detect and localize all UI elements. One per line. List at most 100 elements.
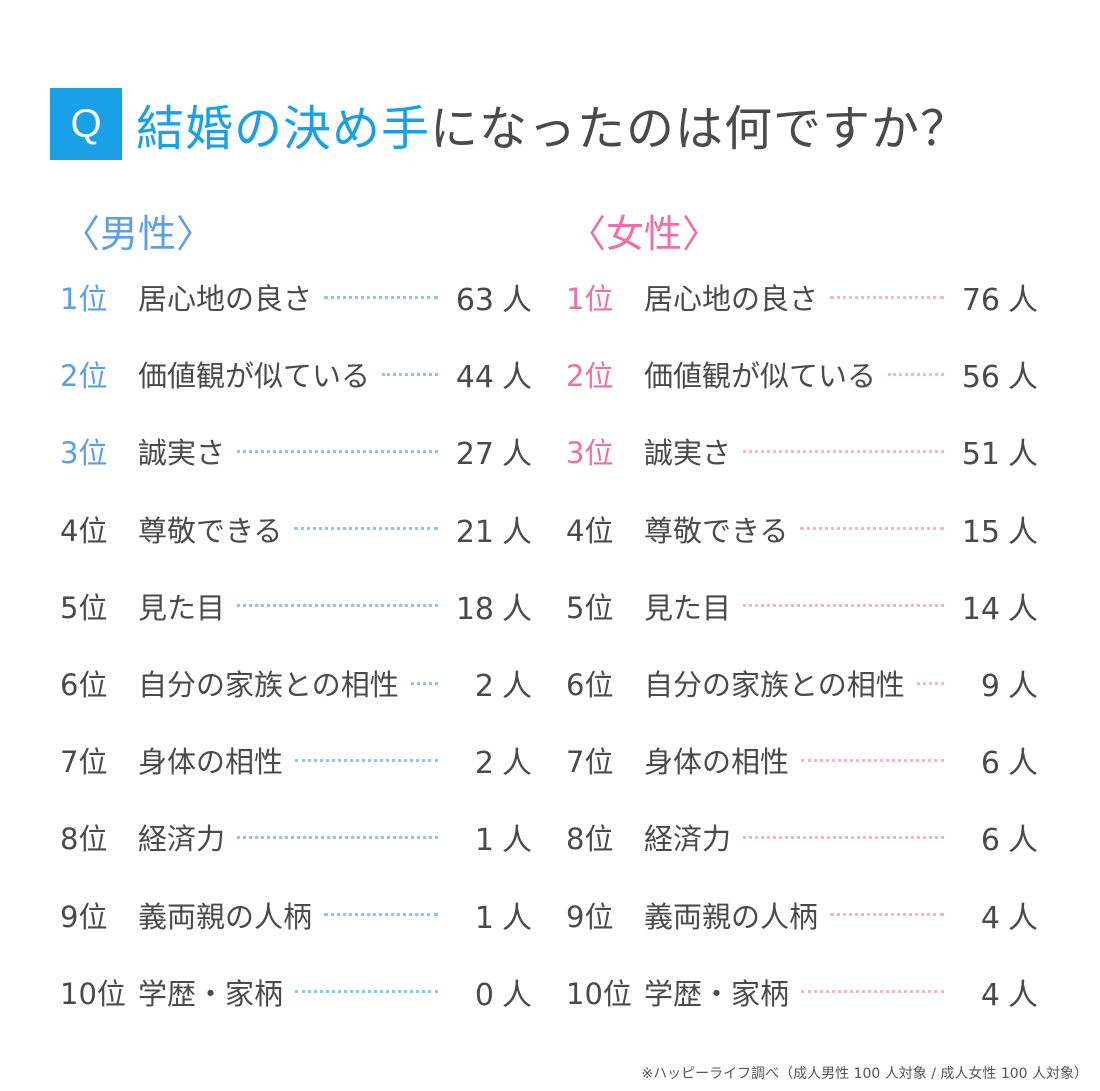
female-rank-value: 6 bbox=[980, 746, 1000, 782]
female-dotted-leader bbox=[830, 913, 944, 917]
female-rank-value: 56 bbox=[961, 360, 1000, 396]
female-rank-label: 義両親の人柄 bbox=[644, 899, 819, 934]
male-rank-count: 63 人 bbox=[450, 275, 532, 319]
male-rank-label: 尊敬できる bbox=[138, 513, 283, 548]
male-rank-value: 27 bbox=[455, 437, 494, 473]
female-rank-label: 居心地の良さ bbox=[644, 282, 819, 316]
female-rank-row: 8位 経済力 6 人 bbox=[566, 817, 1038, 859]
male-rank-unit: 人 bbox=[502, 591, 532, 627]
female-rank-label: 尊敬できる bbox=[644, 513, 789, 548]
male-rank-value: 44 bbox=[455, 360, 494, 396]
male-rank-row: 1位 居心地の良さ 63 人 bbox=[60, 275, 532, 319]
male-rank-label: 自分の家族との相性 bbox=[138, 668, 399, 702]
female-rank-unit: 人 bbox=[1008, 437, 1038, 473]
female-dotted-leader bbox=[916, 681, 944, 685]
female-ranking-title: 〈女性〉 bbox=[568, 212, 721, 256]
female-rank-unit: 人 bbox=[1008, 591, 1038, 627]
male-rank-row: 4位 尊敬できる 21 人 bbox=[60, 509, 532, 550]
survey-footnote: ※ハッピーライフ調べ（成人男性 100 人対象 / 成人女性 100 人対象） bbox=[641, 1066, 1088, 1082]
female-rank-label: 経済力 bbox=[644, 822, 732, 857]
female-rank-number: 4位 bbox=[566, 513, 614, 548]
male-rank-label: 誠実さ bbox=[138, 436, 226, 471]
male-dotted-leader bbox=[324, 913, 438, 917]
male-dotted-leader bbox=[237, 835, 438, 839]
question-title: Q 結婚の決め手になったのは何ですか？ bbox=[50, 86, 969, 162]
male-rank-count: 44 人 bbox=[450, 352, 532, 396]
female-rank-count: 51 人 bbox=[956, 429, 1038, 473]
male-dotted-leader bbox=[237, 604, 438, 608]
male-rank-unit: 人 bbox=[502, 514, 532, 550]
female-rank-number: 2位 bbox=[566, 359, 614, 394]
female-rank-unit: 人 bbox=[1008, 514, 1038, 550]
male-rank-label: 身体の相性 bbox=[138, 745, 284, 780]
male-rank-count: 27 人 bbox=[450, 429, 532, 473]
female-ranking: 〈女性〉 1位 居心地の良さ 76 人 2位 価値観が似ている 56 人 3位 誠実さ 51 人 4位尊… bbox=[566, 205, 1038, 1013]
question-rest: になったのは何ですか？ bbox=[430, 101, 970, 157]
female-rank-value: 9 bbox=[980, 669, 1000, 704]
male-rank-label: 見た目 bbox=[138, 590, 226, 625]
male-rank-label: 学歴・家柄 bbox=[138, 976, 284, 1011]
female-rank-value: 4 bbox=[980, 900, 1000, 936]
female-rank-row: 10位 学歴・家柄 4 人 bbox=[566, 972, 1038, 1013]
female-dotted-leader bbox=[743, 835, 944, 839]
female-rank-label: 価値観が似ている bbox=[644, 359, 877, 394]
male-rank-number: 6位 bbox=[60, 668, 108, 702]
question-badge: Q bbox=[50, 88, 122, 160]
female-rank-number: 1位 bbox=[566, 282, 614, 316]
female-rank-unit: 人 bbox=[1008, 746, 1038, 782]
male-ranking: 〈男性〉 1位 居心地の良さ 63 人 2位 価値観が似ている 44 人 3位 誠実さ 27 人 4位尊… bbox=[60, 205, 532, 1013]
female-rank-value: 6 bbox=[980, 823, 1000, 859]
male-rank-number: 1位 bbox=[60, 282, 108, 316]
female-rank-unit: 人 bbox=[1008, 669, 1038, 704]
male-rank-number: 7位 bbox=[60, 745, 108, 780]
male-rank-number: 10位 bbox=[60, 976, 126, 1011]
female-rank-unit: 人 bbox=[1008, 977, 1038, 1013]
male-dotted-leader bbox=[410, 681, 438, 685]
male-rank-number: 2位 bbox=[60, 359, 108, 394]
female-rank-row: 7位 身体の相性 6 人 bbox=[566, 740, 1038, 782]
male-rank-value: 18 bbox=[455, 591, 494, 627]
female-rank-number: 7位 bbox=[566, 745, 614, 780]
male-rank-value: 21 bbox=[455, 514, 494, 550]
male-dotted-leader bbox=[294, 527, 438, 531]
female-rank-value: 4 bbox=[980, 977, 1000, 1013]
male-rank-value: 2 bbox=[474, 746, 494, 782]
male-rank-unit: 人 bbox=[502, 977, 532, 1013]
female-dotted-leader bbox=[743, 604, 944, 608]
male-rank-unit: 人 bbox=[502, 437, 532, 473]
male-rank-row: 5位 見た目 18 人 bbox=[60, 584, 532, 628]
female-rank-label: 身体の相性 bbox=[644, 745, 790, 780]
female-rank-row: 3位 誠実さ 51 人 bbox=[566, 429, 1038, 473]
male-rank-unit: 人 bbox=[502, 746, 532, 782]
female-rank-number: 5位 bbox=[566, 590, 614, 625]
female-rank-row: 2位 価値観が似ている 56 人 bbox=[566, 354, 1038, 396]
male-rank-unit: 人 bbox=[502, 283, 532, 318]
male-rank-unit: 人 bbox=[502, 669, 532, 704]
male-rank-row: 2位 価値観が似ている 44 人 bbox=[60, 352, 532, 396]
male-dotted-leader bbox=[324, 295, 438, 299]
male-dotted-leader bbox=[382, 372, 438, 376]
male-rank-label: 義両親の人柄 bbox=[138, 899, 313, 934]
female-rank-row: 6位 自分の家族との相性 9 人 bbox=[566, 661, 1038, 705]
male-rank-unit: 人 bbox=[502, 900, 532, 936]
male-rank-value: 1 bbox=[474, 900, 494, 936]
male-rank-unit: 人 bbox=[502, 823, 532, 859]
female-rank-number: 8位 bbox=[566, 822, 614, 857]
female-rank-unit: 人 bbox=[1008, 360, 1038, 396]
female-rank-row: 1位 居心地の良さ 76 人 bbox=[566, 277, 1038, 318]
male-rank-value: 2 bbox=[474, 669, 494, 704]
female-rank-unit: 人 bbox=[1008, 283, 1038, 318]
male-ranking-title: 〈男性〉 bbox=[62, 212, 215, 256]
female-rank-number: 3位 bbox=[566, 436, 614, 471]
female-dotted-leader bbox=[800, 527, 944, 531]
male-rank-value: 0 bbox=[474, 977, 494, 1013]
female-dotted-leader bbox=[888, 372, 944, 376]
male-rank-value: 63 bbox=[455, 283, 494, 318]
male-rank-count: 18 人 bbox=[450, 584, 532, 628]
